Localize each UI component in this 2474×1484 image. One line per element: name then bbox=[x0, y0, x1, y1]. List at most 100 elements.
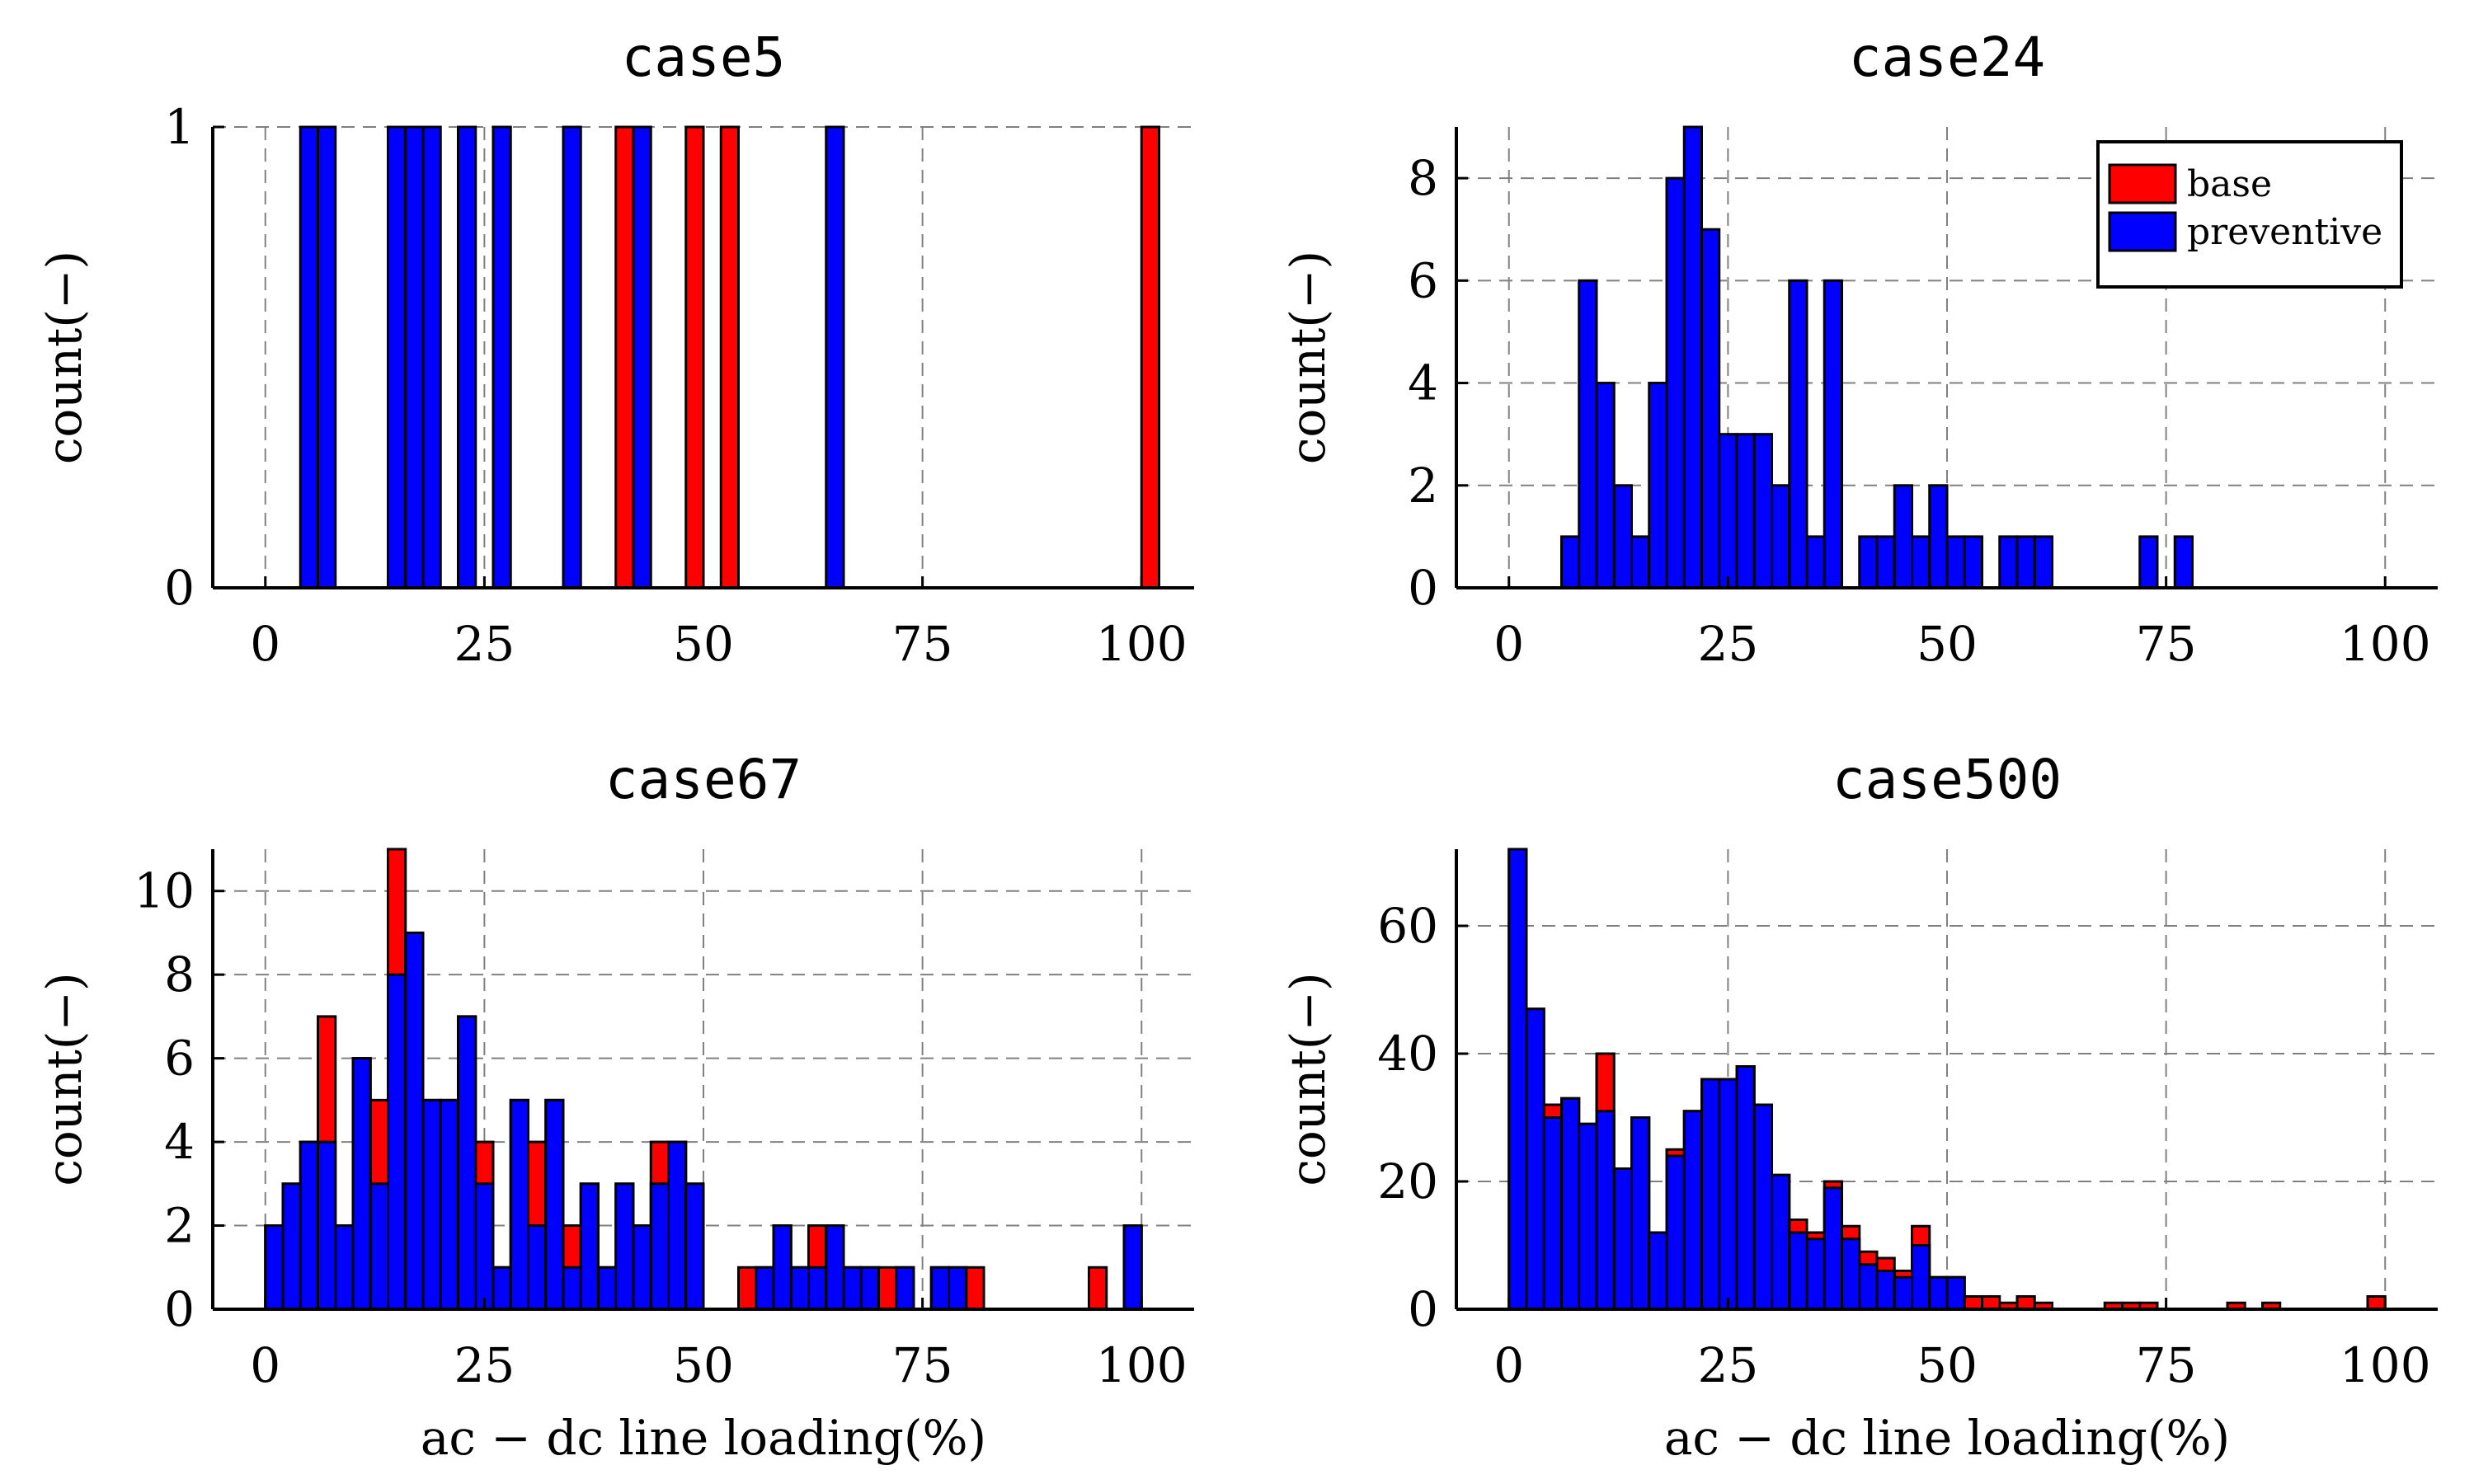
bar-preventive bbox=[562, 125, 582, 589]
bar-preventive bbox=[264, 1224, 285, 1311]
y-tick-label: 2 bbox=[1408, 458, 1438, 514]
bar-preventive bbox=[474, 1182, 495, 1311]
bar-preventive bbox=[772, 1224, 793, 1311]
bar-preventive bbox=[1998, 535, 2019, 589]
x-tick-label: 0 bbox=[1493, 616, 1524, 672]
bar-preventive bbox=[492, 125, 512, 589]
bar-preventive bbox=[807, 1266, 828, 1311]
bar-preventive bbox=[1928, 1275, 1949, 1311]
y-tick-label: 60 bbox=[1377, 898, 1438, 954]
bar-preventive bbox=[369, 1182, 389, 1311]
bar-preventive bbox=[439, 1098, 459, 1311]
bar-preventive bbox=[1945, 1275, 1966, 1311]
bar-preventive bbox=[562, 1266, 582, 1311]
bar-preventive bbox=[299, 1140, 319, 1311]
bar-preventive bbox=[509, 1098, 529, 1311]
y-tick-label: 20 bbox=[1377, 1153, 1438, 1209]
y-tick-label: 8 bbox=[164, 946, 195, 1003]
bar-preventive bbox=[1893, 484, 1913, 589]
bar-preventive bbox=[1612, 1167, 1633, 1311]
bar-preventive bbox=[632, 125, 652, 589]
bar-preventive bbox=[1945, 535, 1966, 589]
bar-preventive bbox=[1525, 1007, 1545, 1311]
bar-preventive bbox=[667, 1140, 688, 1311]
y-axis-label: count(−) bbox=[36, 251, 92, 464]
bar-preventive bbox=[1560, 535, 1581, 589]
bar-preventive bbox=[2173, 535, 2194, 589]
bar-preventive bbox=[1911, 535, 1931, 589]
y-tick-label: 4 bbox=[1408, 355, 1438, 411]
bar-preventive bbox=[929, 1266, 950, 1311]
bar-preventive bbox=[1805, 535, 1826, 589]
bar-preventive bbox=[1752, 1103, 1773, 1311]
y-axis-label: count(−) bbox=[36, 972, 92, 1186]
subplot-title: case500 bbox=[1832, 748, 2062, 811]
bar-preventive bbox=[948, 1266, 968, 1311]
bar-preventive bbox=[1823, 1186, 1843, 1311]
bar-preventive bbox=[1875, 535, 1896, 589]
bar-base bbox=[1963, 1295, 1983, 1311]
bar-base bbox=[684, 125, 705, 589]
bar-preventive bbox=[1560, 1097, 1581, 1311]
x-tick-label: 50 bbox=[1917, 1337, 1978, 1393]
bar-preventive bbox=[387, 973, 407, 1311]
x-tick-label: 75 bbox=[2136, 616, 2197, 672]
bar-preventive bbox=[1928, 484, 1949, 589]
bar-preventive bbox=[421, 125, 442, 589]
bar-preventive bbox=[527, 1224, 548, 1311]
bar-preventive bbox=[1595, 1110, 1616, 1311]
bar-preventive bbox=[457, 125, 477, 589]
bar-preventive bbox=[579, 1182, 600, 1311]
bar-preventive bbox=[649, 1182, 670, 1311]
bar-preventive bbox=[614, 1182, 635, 1311]
bar-base bbox=[877, 1266, 898, 1311]
bar-preventive bbox=[2015, 535, 2036, 589]
bar-preventive bbox=[1648, 1231, 1668, 1311]
bar-preventive bbox=[1858, 1263, 1879, 1311]
bar-preventive bbox=[457, 1015, 477, 1311]
bar-preventive bbox=[1700, 228, 1721, 589]
bar-preventive bbox=[492, 1266, 512, 1311]
bar-base bbox=[965, 1266, 985, 1311]
bar-preventive bbox=[1788, 1231, 1808, 1311]
x-tick-label: 100 bbox=[1096, 616, 1188, 672]
bar-preventive bbox=[1507, 848, 1528, 1311]
subplot-title: case67 bbox=[605, 748, 802, 811]
bar-preventive bbox=[317, 1140, 337, 1311]
bar-base bbox=[2015, 1295, 2036, 1311]
bar-preventive bbox=[1122, 1224, 1143, 1311]
x-tick-label: 0 bbox=[250, 616, 280, 672]
bar-preventive bbox=[1735, 1065, 1756, 1311]
y-tick-label: 10 bbox=[134, 863, 195, 919]
y-tick-label: 8 bbox=[1408, 150, 1438, 206]
subplot-case24: 0 25 50 75 100 0 2 4 6 8 case24 count(−) base prevent… bbox=[1280, 26, 2438, 672]
subplot-title: case24 bbox=[1849, 26, 2045, 89]
x-tick-label: 75 bbox=[2136, 1337, 2197, 1393]
bar-preventive bbox=[825, 125, 845, 589]
x-axis-label: ac − dc line loading(%) bbox=[1664, 1410, 2230, 1466]
y-tick-label: 0 bbox=[1408, 560, 1438, 616]
bar-base bbox=[2366, 1295, 2387, 1311]
subplot-case67: 0 25 50 75 100 0 2 4 6 8 10 case67 count(−) ac − dc l… bbox=[36, 748, 1194, 1466]
bar-preventive bbox=[684, 1182, 705, 1311]
x-tick-label: 50 bbox=[1917, 616, 1978, 672]
bar-preventive bbox=[755, 1266, 775, 1311]
bar-preventive bbox=[1648, 382, 1668, 589]
bar-preventive bbox=[1665, 176, 1686, 589]
bar-preventive bbox=[597, 1266, 618, 1311]
bar-preventive bbox=[2033, 535, 2053, 589]
bar-preventive bbox=[1542, 1116, 1563, 1311]
bar-preventive bbox=[1911, 1244, 1931, 1311]
y-tick-label: 2 bbox=[164, 1198, 195, 1254]
subplot-title: case5 bbox=[622, 26, 786, 89]
y-tick-label: 1 bbox=[164, 99, 195, 155]
bar-preventive bbox=[1682, 1110, 1703, 1311]
bar-preventive bbox=[1823, 279, 1843, 589]
bar-preventive bbox=[1858, 535, 1879, 589]
y-tick-label: 6 bbox=[164, 1031, 195, 1087]
bar-preventive bbox=[895, 1266, 915, 1311]
x-tick-label: 25 bbox=[1697, 1337, 1758, 1393]
legend-label-preventive: preventive bbox=[2187, 211, 2382, 253]
legend-swatch-preventive bbox=[2108, 211, 2177, 252]
bar-preventive bbox=[1875, 1270, 1896, 1311]
